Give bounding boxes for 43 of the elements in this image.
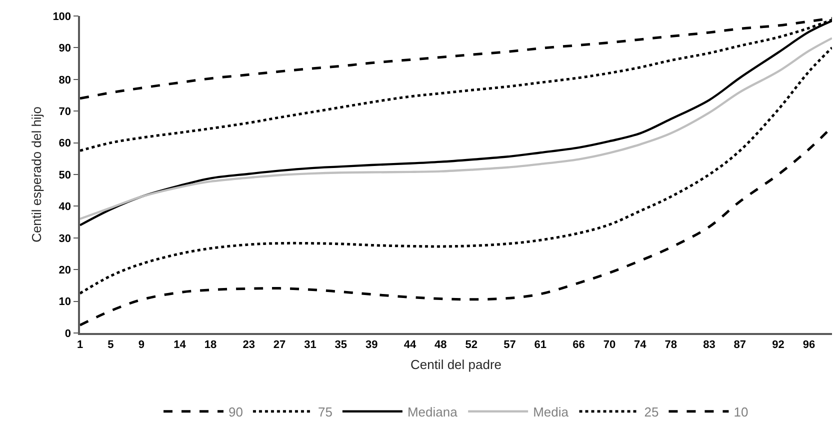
legend-label: 75 xyxy=(318,404,332,420)
x-tick-label: 31 xyxy=(304,338,316,351)
x-tick-label: 18 xyxy=(204,338,217,351)
y-tick-label: 90 xyxy=(58,42,72,55)
y-tick-label: 80 xyxy=(58,74,72,86)
x-tick-label: 61 xyxy=(534,338,547,351)
x-tick-label: 23 xyxy=(242,338,255,351)
x-tick-label: 87 xyxy=(734,338,746,351)
y-tick-label: 10 xyxy=(58,296,72,308)
y-tick-label: 20 xyxy=(58,264,72,276)
x-tick-label: 57 xyxy=(504,338,516,351)
line-series xyxy=(80,46,832,295)
x-tick-label: 83 xyxy=(703,338,716,351)
x-tick-label: 70 xyxy=(603,338,616,351)
x-tick-label: 48 xyxy=(434,338,447,351)
x-tick-label: 14 xyxy=(174,338,187,351)
y-tick-label: 0 xyxy=(64,328,72,340)
x-tick-label: 78 xyxy=(664,338,677,351)
y-tick-label: 40 xyxy=(58,201,72,214)
y-tick-label: 60 xyxy=(58,138,72,150)
x-tick-label: 52 xyxy=(465,338,478,351)
y-tick-label: 50 xyxy=(58,169,72,182)
legend-label: 90 xyxy=(228,404,243,420)
x-tick-label: 74 xyxy=(634,338,648,351)
x-tick-label: 39 xyxy=(365,338,378,351)
y-tick-label: 70 xyxy=(58,106,72,118)
legend-label: Mediana xyxy=(407,404,458,420)
x-tick-label: 5 xyxy=(108,338,114,351)
x-tick-label: 9 xyxy=(138,338,144,351)
x-tick-label: 27 xyxy=(273,338,286,351)
legend-label: 25 xyxy=(644,404,659,420)
x-tick-label: 1 xyxy=(76,338,84,351)
y-axis-title: Centil esperado del hijo xyxy=(29,106,44,242)
legend-label: 10 xyxy=(734,404,748,420)
x-tick-label: 44 xyxy=(404,338,417,351)
x-tick-label: 96 xyxy=(802,338,816,351)
x-tick-label: 92 xyxy=(772,338,784,351)
x-tick-label: 66 xyxy=(572,338,585,351)
y-tick-label: 30 xyxy=(58,232,72,245)
x-tick-label: 35 xyxy=(334,338,348,351)
x-axis-title: Centil del padre xyxy=(410,357,502,372)
y-tick-label: 100 xyxy=(52,10,72,23)
legend-label: Media xyxy=(533,404,570,420)
